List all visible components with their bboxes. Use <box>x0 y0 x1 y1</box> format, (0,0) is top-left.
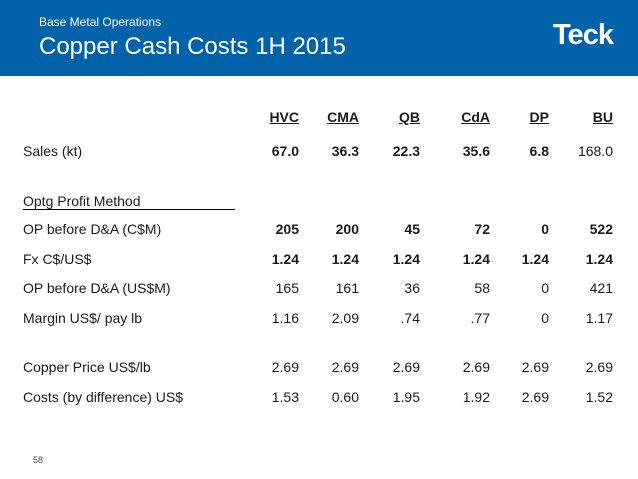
table-cell: 161 <box>335 280 359 296</box>
table-cell: 1.24 <box>462 251 490 267</box>
page-number: 58 <box>33 455 44 465</box>
teck-logo: Teck <box>553 19 614 51</box>
section-underline <box>23 209 235 210</box>
title-banner: Base Metal Operations Copper Cash Costs … <box>0 0 638 76</box>
table-cell: 36.3 <box>331 143 359 159</box>
row-label: Copper Price US$/lb <box>23 359 151 375</box>
row-label: Fx C$/US$ <box>23 251 92 267</box>
table-cell: 2.69 <box>521 359 549 375</box>
table-cell: 36 <box>404 280 420 296</box>
table-cell: 1.17 <box>585 310 613 326</box>
table-cell: 168.0 <box>577 143 613 159</box>
table-cell: 1.53 <box>271 389 299 405</box>
table-cell: .74 <box>400 310 420 326</box>
column-header-bu: BU <box>592 109 613 125</box>
slide-subtitle: Base Metal Operations <box>39 15 162 29</box>
slide-title: Copper Cash Costs 1H 2015 <box>39 33 346 60</box>
table-cell: 2.69 <box>392 359 420 375</box>
table-cell: 1.24 <box>271 251 299 267</box>
section-label: Optg Profit Method <box>23 193 141 209</box>
column-header-dp: DP <box>529 109 549 125</box>
table-cell: 1.24 <box>392 251 420 267</box>
table-cell: 0 <box>541 221 549 237</box>
table-cell: 1.24 <box>331 251 359 267</box>
column-header-hvc: HVC <box>269 109 299 125</box>
row-label: Margin US$/ pay lb <box>23 310 143 326</box>
table-cell: 2.69 <box>585 359 613 375</box>
table-cell: 0 <box>541 310 549 326</box>
table-cell: 421 <box>589 280 613 296</box>
table-cell: 1.24 <box>521 251 549 267</box>
table-cell: 72 <box>474 221 490 237</box>
table-cell: 1.52 <box>585 389 613 405</box>
row-label: OP before D&A (US$M) <box>23 280 171 296</box>
row-label: Sales (kt) <box>23 143 83 159</box>
table-cell: 35.6 <box>462 143 490 159</box>
table-cell: 45 <box>404 221 420 237</box>
table-cell: 522 <box>589 221 613 237</box>
table-cell: 200 <box>335 221 359 237</box>
table-cell: 205 <box>275 221 299 237</box>
table-cell: 6.8 <box>529 143 549 159</box>
column-header-cda: CdA <box>461 109 490 125</box>
table-cell: 1.95 <box>392 389 420 405</box>
table-cell: 58 <box>474 280 490 296</box>
table-cell: 67.0 <box>271 143 299 159</box>
table-cell: 1.16 <box>271 310 299 326</box>
table-cell: 2.69 <box>331 359 359 375</box>
row-label: Costs (by difference) US$ <box>23 389 184 405</box>
table-cell: 1.92 <box>462 389 490 405</box>
table-cell: 0.60 <box>331 389 359 405</box>
table-cell: 1.24 <box>585 251 613 267</box>
table-cell: 2.69 <box>462 359 490 375</box>
table-cell: 0 <box>541 280 549 296</box>
table-cell: 22.3 <box>392 143 420 159</box>
column-header-qb: QB <box>399 109 420 125</box>
table-cell: 2.09 <box>331 310 359 326</box>
table-cell: 2.69 <box>521 389 549 405</box>
row-label: OP before D&A (C$M) <box>23 221 162 237</box>
column-header-cma: CMA <box>327 109 359 125</box>
table-cell: 2.69 <box>271 359 299 375</box>
table-cell: .77 <box>470 310 490 326</box>
table-cell: 165 <box>275 280 299 296</box>
